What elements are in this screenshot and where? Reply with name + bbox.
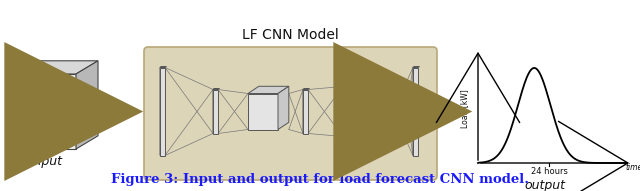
Polygon shape	[413, 66, 415, 155]
Polygon shape	[213, 88, 214, 134]
FancyBboxPatch shape	[144, 47, 437, 180]
Polygon shape	[278, 86, 289, 129]
Text: input: input	[31, 155, 63, 168]
Text: 24 hours: 24 hours	[531, 168, 568, 176]
Polygon shape	[76, 61, 98, 149]
Polygon shape	[343, 79, 394, 87]
Text: 3D format: 3D format	[19, 118, 65, 127]
Text: Load [kW]: Load [kW]	[461, 90, 470, 128]
Polygon shape	[8, 61, 98, 74]
Polygon shape	[160, 66, 166, 67]
Text: Last 4 weeks: Last 4 weeks	[13, 96, 71, 105]
Polygon shape	[213, 88, 220, 90]
Polygon shape	[303, 90, 308, 134]
Polygon shape	[383, 79, 394, 137]
Polygon shape	[213, 90, 218, 134]
Text: output: output	[524, 179, 565, 191]
Polygon shape	[413, 67, 418, 155]
Text: LF CNN Model: LF CNN Model	[242, 28, 339, 42]
Polygon shape	[303, 88, 310, 90]
Polygon shape	[343, 87, 383, 137]
Polygon shape	[160, 66, 161, 155]
Polygon shape	[413, 66, 419, 67]
Text: Figure 3: Input and output for load forecast CNN model.: Figure 3: Input and output for load fore…	[111, 173, 529, 186]
Polygon shape	[248, 94, 278, 129]
Text: of load data in: of load data in	[9, 107, 75, 116]
Text: time: time	[625, 163, 640, 172]
Polygon shape	[303, 88, 305, 134]
Polygon shape	[248, 86, 289, 94]
Polygon shape	[398, 90, 403, 134]
Polygon shape	[8, 74, 76, 149]
Polygon shape	[398, 88, 399, 134]
Polygon shape	[398, 88, 404, 90]
Polygon shape	[160, 67, 165, 155]
